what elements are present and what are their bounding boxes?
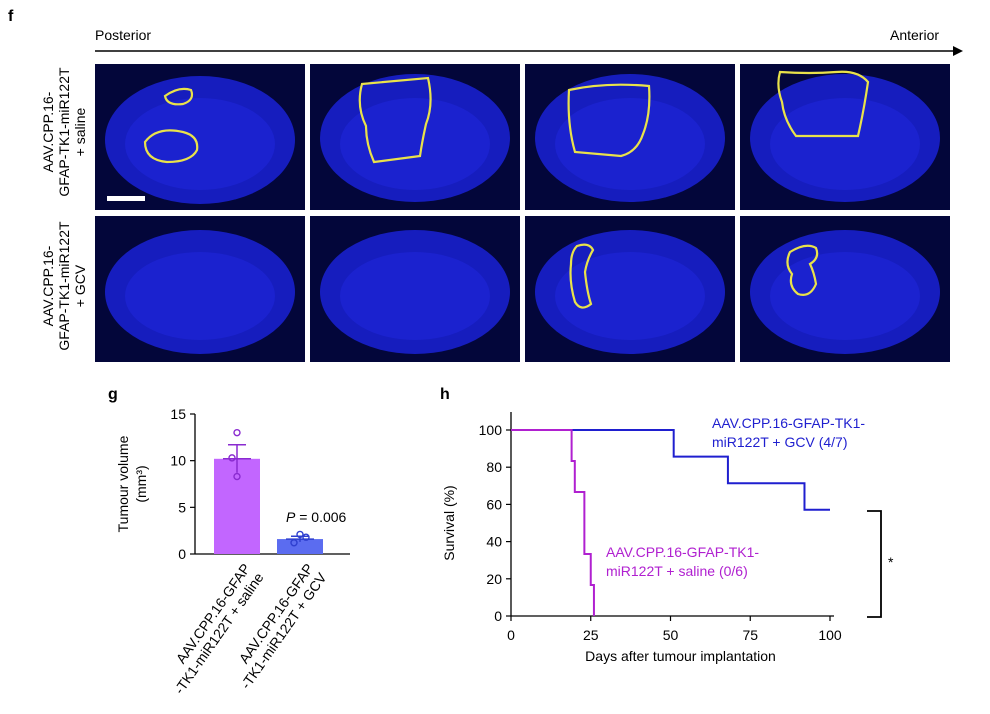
brain-section-gcv-2 [310,216,520,362]
series-label: miR122T + GCV (4/7) [712,434,848,450]
data-point [290,539,298,547]
row1-label-line: AAV.CPP.16- [40,91,56,173]
axis-posterior-label: Posterior [95,27,152,43]
tumour-outline [569,243,595,309]
row2-label-line: + GCV [72,264,88,308]
brain-section-gcv-4 [740,216,950,362]
y-tick-label: 5 [178,499,186,515]
row1-label-line: GFAP-TK1-miR122T [56,67,72,197]
p-value-annotation: P = 0.006 [286,509,347,525]
survival-line-gcv [511,429,830,511]
x-axis-label: Days after tumour implantation [585,648,776,664]
panel-f-letter: f [8,8,14,25]
tumour-outline [163,87,194,106]
tumour-outline [777,70,870,138]
y-tick-label: 40 [486,534,502,550]
brain-section-gcv-3 [525,216,735,362]
bar [214,458,260,554]
row1-label: AAV.CPP.16- GFAP-TK1-miR122T + saline [40,52,90,212]
y-tick-label: 15 [170,406,186,422]
x-tick-label: 0 [507,627,515,643]
y-tick-label: 0 [178,546,186,562]
series-label: AAV.CPP.16-GFAP-TK1- [712,415,865,431]
y-tick-label: 20 [486,571,502,587]
data-point [296,530,304,539]
row1-label-line: + saline [72,107,88,157]
y-axis-label: Survival (%) [441,485,457,560]
x-tick-label: 25 [583,627,599,643]
panel-g-letter: g [108,386,118,403]
row2-label: AAV.CPP.16- GFAP-TK1-miR122T + GCV [40,206,90,366]
x-tick-label: 50 [663,627,679,643]
y-tick-label: 10 [170,453,186,469]
axis-anterior-label: Anterior [890,27,940,43]
y-tick-label: 80 [486,459,502,475]
brain-section-saline-2 [310,64,520,210]
significance-bracket [867,510,882,618]
tumour-outline [786,244,819,296]
bar [277,539,323,554]
survival-line-saline [511,429,595,616]
brain-section-saline-1 [95,64,305,210]
brain-section-saline-3 [525,64,735,210]
tumour-outline [358,76,432,164]
data-point [228,454,236,462]
y-tick-label: 60 [486,496,502,512]
posterior-anterior-arrow [95,46,963,56]
panel-h-chart: 0 20 40 60 80 100 0 25 50 75 100 Days after tumour … [441,412,894,664]
row2-label-line: GFAP-TK1-miR122T [56,221,72,351]
y-axis-label: Tumour volume [115,435,131,532]
tumour-outline [567,83,651,158]
scale-bar [107,196,145,201]
x-tick-label: 75 [742,627,758,643]
x-tick-label: 100 [818,627,842,643]
data-point [233,428,241,437]
tumour-outline [143,129,199,164]
row2-label-line: AAV.CPP.16- [40,245,56,327]
significance-marker: * [888,554,894,570]
series-label: miR122T + saline (0/6) [606,563,748,579]
brain-section-gcv-1 [95,216,305,362]
brain-section-saline-4 [740,64,950,210]
series-label: AAV.CPP.16-GFAP-TK1- [606,544,759,560]
y-tick-label: 0 [494,608,502,624]
data-point [233,472,241,481]
y-tick-label: 100 [479,422,503,438]
y-axis-unit: (mm³) [133,465,149,502]
panel-h-letter: h [440,386,450,403]
data-point [302,533,310,541]
